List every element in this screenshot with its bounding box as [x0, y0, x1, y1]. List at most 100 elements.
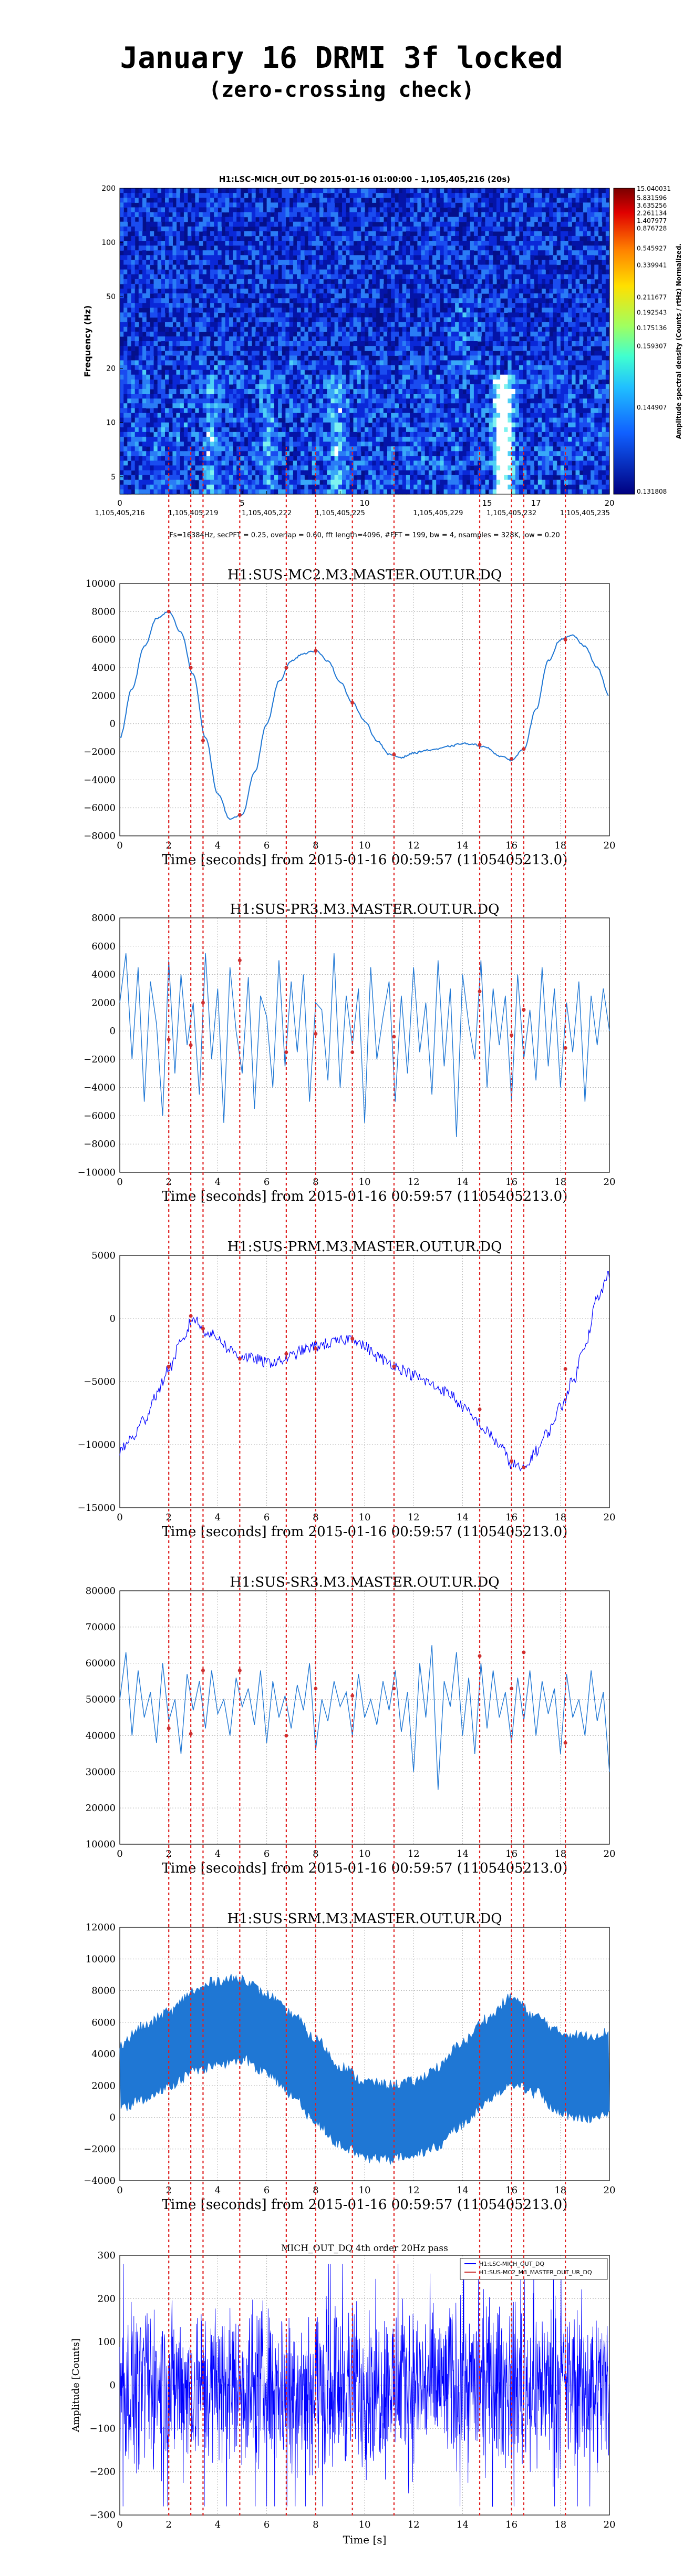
colorbar-tick-label: 5.831596	[637, 194, 667, 201]
xtick-label: 4	[215, 1177, 221, 1188]
ytick-label: −15000	[78, 1502, 116, 1514]
xtick-label: 8	[313, 2519, 318, 2530]
data-point	[350, 1694, 355, 1698]
xtick-label: 4	[215, 840, 221, 851]
ytick-label: −6000	[84, 1110, 116, 1121]
spectrogram-xtick-label: 1,105,405,216	[95, 509, 144, 517]
data-point	[201, 739, 205, 743]
xtick-label: 18	[554, 1512, 566, 1523]
chart-panel-1: −8000−6000−4000−200002000400060008000100…	[84, 567, 615, 868]
page-subtitle: (zero-crossing check)	[209, 78, 474, 102]
xtick-label: 18	[554, 1177, 566, 1188]
data-point	[201, 1326, 205, 1331]
ytick-label: 300	[98, 2250, 116, 2261]
xtick-label: 18	[554, 840, 566, 851]
xtick-label: 4	[215, 2185, 221, 2196]
data-point	[237, 958, 242, 963]
ytick-label: 5000	[91, 1250, 116, 1261]
x-axis-label: Time [seconds] from 2015-01-16 00:59:57 …	[162, 1189, 568, 1204]
colorbar-tick-label: 0.131808	[637, 488, 667, 495]
ytick-label: 6000	[91, 635, 116, 646]
xtick-label: 14	[457, 840, 469, 851]
ytick-label: −6000	[84, 803, 116, 814]
colorbar-tick-label: 0.876728	[637, 225, 667, 232]
chart-title: MICH_OUT_DQ 4th order 20Hz pass	[281, 2243, 448, 2254]
ytick-label: 6000	[91, 2017, 116, 2028]
spectrogram-xtick-label: 17	[531, 498, 541, 508]
xtick-label: 8	[313, 1512, 318, 1523]
ytick-label: 0	[110, 719, 116, 730]
legend: H1:LSC-MICH_OUT_DQ H1:SUS-MC2_M3_MASTER_O…	[460, 2258, 608, 2280]
ytick-label: −2000	[84, 2144, 116, 2155]
data-point	[392, 1364, 396, 1368]
data-point	[167, 1726, 171, 1731]
data-point	[284, 1352, 288, 1356]
spectrogram-xtick-label: 15	[482, 498, 492, 508]
colorbar-tick-label: 1.407977	[637, 217, 667, 224]
ytick-label: 6000	[91, 941, 116, 952]
data-point	[510, 1033, 514, 1037]
ytick-label: 10000	[86, 1839, 116, 1850]
data-point	[167, 1364, 171, 1368]
xtick-label: 6	[264, 840, 270, 851]
ytick-label: 20000	[86, 1803, 116, 1814]
ytick-label: 70000	[86, 1622, 116, 1633]
ytick-label: 200	[98, 2293, 116, 2304]
ytick-label: 10000	[86, 1954, 116, 1965]
xtick-label: 4	[215, 1512, 221, 1523]
ytick-label: 4000	[91, 662, 116, 673]
ytick-label: −5000	[84, 1376, 116, 1387]
xtick-label: 0	[117, 1177, 122, 1188]
xtick-label: 6	[264, 2185, 270, 2196]
xtick-label: 10	[359, 840, 371, 851]
xtick-label: 6	[264, 1848, 270, 1859]
colorbar-tick-label: 0.192543	[637, 309, 667, 316]
xtick-label: 2	[165, 1177, 171, 1188]
xtick-label: 0	[117, 1512, 122, 1523]
ytick-label: −100	[90, 2423, 116, 2434]
xtick-label: 20	[604, 2185, 616, 2196]
legend-label: H1:SUS-MC2_M3_MASTER_OUT_UR_DQ	[479, 2269, 592, 2276]
spectrogram-xtick-label: 1,105,405,219	[168, 509, 218, 517]
series-line	[119, 1271, 610, 1471]
xtick-label: 14	[457, 1512, 469, 1523]
data-point	[563, 638, 567, 642]
xtick-label: 0	[117, 2519, 122, 2530]
xtick-label: 0	[117, 840, 122, 851]
xtick-label: 12	[408, 2519, 420, 2530]
xtick-label: 12	[408, 1177, 420, 1188]
ytick-label: 0	[110, 1026, 116, 1037]
colorbar-label: Amplitude spectral density (Counts / rtH…	[675, 243, 682, 439]
xtick-label: 4	[215, 1848, 221, 1859]
ytick-label: −10000	[78, 1439, 116, 1450]
y-axis-label: Amplitude [Counts]	[70, 2338, 81, 2432]
xtick-label: 6	[264, 1177, 270, 1188]
spectrogram-xtick-label: 0	[117, 498, 122, 508]
ytick-label: −4000	[84, 774, 116, 785]
xtick-label: 10	[359, 2185, 371, 2196]
spectrogram-xtick-label: 1,105,405,229	[413, 509, 463, 517]
xtick-label: 10	[359, 1512, 371, 1523]
chart-title: H1:SUS-MC2.M3.MASTER.OUT.UR.DQ	[227, 567, 502, 583]
colorbar-tick-label: 0.545927	[637, 244, 667, 252]
colorbar	[613, 188, 635, 495]
data-point	[478, 743, 482, 747]
spectrogram-xtick-label: 5	[240, 498, 245, 508]
ytick-label: 10000	[86, 578, 116, 589]
ytick-label: −200	[90, 2467, 116, 2478]
series-line	[119, 610, 609, 820]
spectrogram-xtick-label: 1,105,405,225	[315, 509, 365, 517]
x-axis-label: Time [seconds] from 2015-01-16 00:59:57 …	[162, 2197, 568, 2213]
x-axis-label: Time [seconds] from 2015-01-16 00:59:57 …	[162, 1524, 568, 1540]
chart-title: H1:SUS-SR3.M3.MASTER.OUT.UR.DQ	[230, 1575, 499, 1590]
ytick-label: −300	[90, 2510, 116, 2521]
xtick-label: 18	[554, 2519, 566, 2530]
chart-panel-5: −4000 −2000 0 2000 4000 6000 8000 10000 12000 0 2 4…	[84, 1911, 615, 2213]
ytick-label: 2000	[91, 690, 116, 701]
data-point	[392, 752, 396, 757]
data-point	[510, 1459, 514, 1463]
chart-title: H1:SUS-SRM.M3.MASTER.OUT.UR.DQ	[227, 1911, 502, 1927]
ytick-label: 8000	[91, 1986, 116, 1997]
data-point	[314, 1347, 318, 1351]
chart-panel-2: −10000 −8000 −6000 −4000 −2000 0 2000 4000 6000 8…	[78, 902, 616, 1204]
